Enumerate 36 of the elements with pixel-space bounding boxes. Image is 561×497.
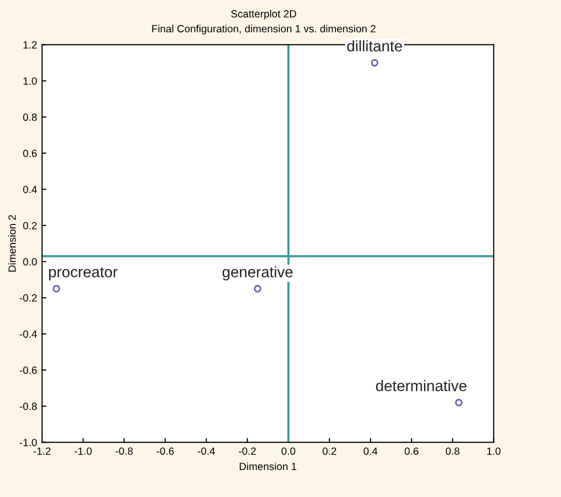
- y-tick-label: 0.8: [23, 114, 37, 121]
- y-tick-label: 1.0: [24, 77, 37, 85]
- annotation: dillitante: [347, 40, 402, 52]
- x-tick-label: 0.4: [364, 447, 378, 455]
- y-tick-label: -0.8: [20, 402, 37, 410]
- x-tick-label: 0.6: [404, 447, 418, 455]
- x-axis-title: Dimension 1: [240, 462, 296, 470]
- annotation: determinative: [376, 380, 466, 392]
- y-tick-label: 1.2: [24, 41, 37, 49]
- y-axis-title: Dimension 2: [8, 215, 16, 272]
- chart-title: Scatterplot 2D: [231, 10, 296, 20]
- y-tick-label: -0.4: [20, 330, 37, 338]
- y-tick-label: -0.6: [20, 366, 37, 374]
- y-tick-label: 0.2: [23, 222, 37, 230]
- x-tick-label: -1.2: [34, 447, 51, 455]
- x-tick-label: 0.2: [322, 447, 336, 455]
- x-tick-label: 0.8: [446, 447, 460, 455]
- annotation: procreator: [49, 267, 118, 280]
- point: [370, 59, 378, 67]
- x-tick-label: -0.2: [238, 447, 256, 455]
- x-tick-label: -0.8: [116, 447, 133, 455]
- y-tick-label: -0.2: [20, 294, 37, 302]
- x-tick-label: -0.4: [198, 447, 215, 455]
- chart-subtitle: Final Configuration, dimension 1 vs. dimension 2: [152, 24, 376, 34]
- x-tick-label: 1.0: [487, 447, 501, 455]
- y-tick-label: -1.0: [20, 438, 37, 446]
- x-tick-label: -0.6: [156, 447, 174, 455]
- annotation: generative: [222, 266, 293, 280]
- y-tick-label: 0.6: [23, 150, 37, 158]
- y-tick-label: 0.0: [23, 258, 37, 266]
- point: [52, 284, 60, 292]
- x-tick-label: 0.0: [282, 447, 296, 455]
- x-tick-label: -1.0: [74, 447, 92, 455]
- y-tick-label: 0.4: [23, 186, 37, 194]
- point: [455, 398, 463, 406]
- point: [254, 284, 262, 292]
